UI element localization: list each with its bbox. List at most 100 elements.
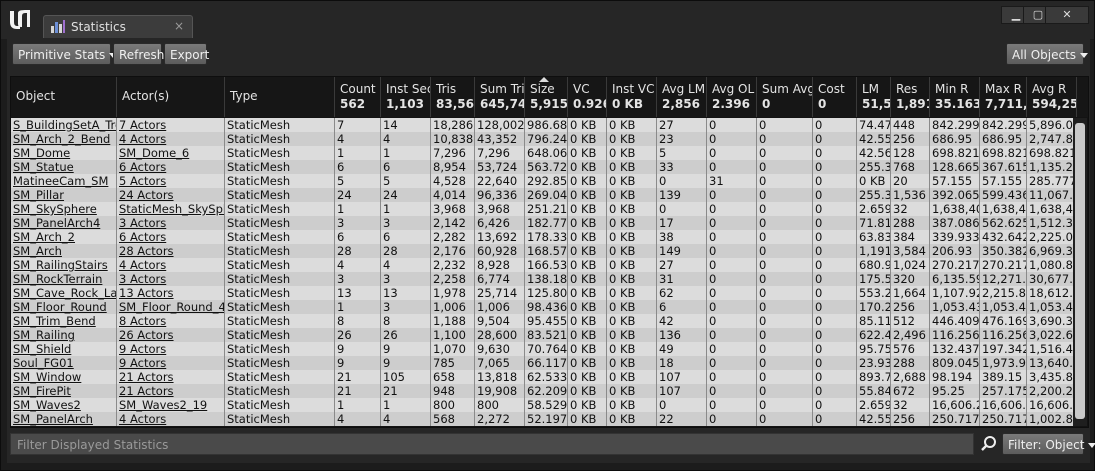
object-link[interactable]: S_BuildingSetA_Tree xyxy=(13,118,117,132)
object-link[interactable]: MatineeCam_SM xyxy=(11,174,117,188)
object-link[interactable]: SM_Trim_Bend xyxy=(11,314,117,328)
column-header-count[interactable]: Count 562 xyxy=(335,77,381,117)
object-link[interactable]: SM_Arch_2 xyxy=(11,230,117,244)
primitive-stats-dropdown[interactable]: Primitive Stats xyxy=(12,43,118,65)
actors-link[interactable]: 5 Actors xyxy=(117,174,225,188)
column-header-avg-ol[interactable]: Avg OL 2.396 xyxy=(707,77,757,117)
title-bar[interactable]: Statistics × ▁ ▢ ✕ xyxy=(1,1,1094,39)
column-header-inst-sec[interactable]: Inst Sec 1,103 xyxy=(381,77,431,117)
column-header-object[interactable]: Object xyxy=(11,77,117,117)
actors-link[interactable]: 3 Actors xyxy=(117,216,225,230)
table-row[interactable]: SM_PanelArch 4 Actors StaticMesh 4 4 568 2,272… xyxy=(11,412,1077,426)
table-row[interactable]: SM_RailingStairs 4 Actors StaticMesh 4 4 2,23… xyxy=(11,258,1077,272)
table-row[interactable]: SM_Pillar 24 Actors StaticMesh 24 24 4,014 96,… xyxy=(11,188,1077,202)
actors-link[interactable]: 6 Actors xyxy=(117,230,225,244)
object-link[interactable]: SM_FirePit xyxy=(11,384,117,398)
actors-link[interactable]: 3 Actors xyxy=(117,272,225,286)
table-row[interactable]: S_BuildingSetA_Tree7 ActorsStaticMesh714… xyxy=(11,118,1077,132)
actors-link[interactable]: StaticMesh_SkySphere xyxy=(117,202,225,216)
object-link[interactable]: SM_Pillar xyxy=(11,188,117,202)
all-objects-dropdown[interactable]: All Objects xyxy=(1006,43,1089,65)
export-button[interactable]: Export xyxy=(164,43,209,65)
table-row[interactable]: SM_Window 21 Actors StaticMesh 21 105 658 13,8… xyxy=(11,370,1077,384)
object-link[interactable]: SM_RockTerrain xyxy=(11,272,117,286)
table-row[interactable]: SM_SkySphereStaticMesh_SkySphereStaticMe… xyxy=(11,202,1077,216)
actors-link[interactable]: 6 Actors xyxy=(117,160,225,174)
table-row[interactable]: SM_Trim_Bend 8 Actors StaticMesh 8 8 1,188 9,5… xyxy=(11,314,1077,328)
close-window-button[interactable]: ✕ xyxy=(1045,6,1089,24)
column-header-avg-lm[interactable]: Avg LM 2,856 xyxy=(657,77,707,117)
table-row[interactable]: SM_Dome SM_Dome_6 StaticMesh 1 1 7,296 7,296 64… xyxy=(11,146,1077,160)
table-row[interactable]: SM_Waves2 SM_Waves2_19 StaticMesh 1 1 800 800 5… xyxy=(11,398,1077,412)
object-link[interactable]: SM_Railing xyxy=(11,328,117,342)
table-row[interactable]: SM_Arch_2 6 Actors StaticMesh 6 6 2,282 13,692… xyxy=(11,230,1077,244)
table-row[interactable]: MatineeCam_SM 5 Actors StaticMesh 5 5 4,528 22… xyxy=(11,174,1077,188)
actors-link[interactable]: 13 Actors xyxy=(117,286,225,300)
search-icon[interactable] xyxy=(980,435,998,453)
object-link[interactable]: SM_RailingStairs xyxy=(11,258,117,272)
table-row[interactable]: SM_Statue 6 Actors StaticMesh 6 6 8,954 53,724… xyxy=(11,160,1077,174)
table-row[interactable]: SM_Shield 9 Actors StaticMesh 9 9 1,070 9,630 7… xyxy=(11,342,1077,356)
column-header-inst-vc[interactable]: Inst VC 0 KB xyxy=(607,77,657,117)
object-link[interactable]: Soul_FG01 xyxy=(11,356,117,370)
filter-object-dropdown[interactable]: Filter: Object xyxy=(1002,433,1095,455)
table-row[interactable]: SM_Railing 26 Actors StaticMesh 26 26 1,100 28… xyxy=(11,328,1077,342)
table-row[interactable]: SM_Arch_2_Bend 4 Actors StaticMesh 4 4 10,838… xyxy=(11,132,1077,146)
column-header-type[interactable]: Type xyxy=(225,77,335,117)
column-header-sum-avg[interactable]: Sum Avg 0 xyxy=(757,77,813,117)
table-row[interactable]: SM_Floor_Round SM_Floor_Round_40 StaticMes… xyxy=(11,300,1077,314)
vertical-scrollbar[interactable] xyxy=(1073,118,1087,426)
column-header-tris[interactable]: Tris 83,56 xyxy=(431,77,475,117)
filter-input[interactable]: Filter Displayed Statistics xyxy=(10,433,974,455)
actors-link[interactable]: 4 Actors xyxy=(117,132,225,146)
object-link[interactable]: SM_Statue xyxy=(11,160,117,174)
actors-link[interactable]: 21 Actors xyxy=(117,370,225,384)
object-link[interactable]: SM_PanelArch xyxy=(11,412,117,426)
column-header-cost[interactable]: Cost 0 xyxy=(813,77,857,117)
actors-link[interactable]: 7 Actors xyxy=(117,118,225,132)
actors-link[interactable]: SM_Waves2_19 xyxy=(117,398,225,412)
actors-link[interactable]: 9 Actors xyxy=(117,356,225,370)
object-link[interactable]: SM_Window xyxy=(11,370,117,384)
object-link[interactable]: SM_Waves2 xyxy=(11,398,117,412)
object-link[interactable]: SM_Arch_2_Bend xyxy=(11,132,117,146)
actors-link[interactable]: 28 Actors xyxy=(117,244,225,258)
scrollbar-thumb[interactable] xyxy=(1075,123,1085,419)
actors-link[interactable]: 24 Actors xyxy=(117,188,225,202)
table-row[interactable]: SM_Cave_Rock_Large13 ActorsStaticMesh131… xyxy=(11,286,1077,300)
column-header-actor-s-[interactable]: Actor(s) xyxy=(117,77,225,117)
actors-link[interactable]: SM_Dome_6 xyxy=(117,146,225,160)
tab-close-icon[interactable]: × xyxy=(173,19,184,33)
actors-link[interactable]: 4 Actors xyxy=(117,258,225,272)
column-header-max-r[interactable]: Max R7,711,8 xyxy=(980,77,1027,117)
column-header-sum-tris[interactable]: Sum Tris645,747 xyxy=(475,77,525,117)
table-row[interactable]: Soul_FG01 9 Actors StaticMesh 9 9 785 7,065 66.… xyxy=(11,356,1077,370)
refresh-button[interactable]: Refresh xyxy=(113,43,164,65)
actors-link[interactable]: 8 Actors xyxy=(117,314,225,328)
actors-link[interactable]: SM_Floor_Round_40 xyxy=(119,300,225,314)
table-row[interactable]: SM_FirePit 21 Actors StaticMesh 21 21 948 19,9… xyxy=(11,384,1077,398)
column-header-min-r[interactable]: Min R 35.163 xyxy=(930,77,980,117)
object-link[interactable]: SM_Dome xyxy=(11,146,117,160)
table-cell: 0 KB xyxy=(607,356,657,370)
actors-link[interactable]: 9 Actors xyxy=(117,342,225,356)
table-cell: 13,818 xyxy=(475,370,525,384)
object-link[interactable]: SM_SkySphere xyxy=(11,202,117,216)
tab-statistics[interactable]: Statistics × xyxy=(43,15,193,38)
actors-link[interactable]: 4 Actors xyxy=(117,412,225,426)
object-link[interactable]: SM_Shield xyxy=(11,342,117,356)
object-link[interactable]: SM_Arch xyxy=(11,244,117,258)
table-row[interactable]: SM_Arch 28 Actors StaticMesh 28 28 2,176 60,92… xyxy=(11,244,1077,258)
object-link[interactable]: SM_Floor_Round xyxy=(11,300,117,314)
table-row[interactable]: SM_PanelArch4 3 Actors StaticMesh 3 3 2,142 6,… xyxy=(11,216,1077,230)
actors-link[interactable]: 26 Actors xyxy=(117,328,225,342)
object-link[interactable]: SM_Cave_Rock_Large xyxy=(13,286,117,300)
table-row[interactable]: SM_RockTerrain 3 Actors StaticMesh 3 3 2,258 6… xyxy=(11,272,1077,286)
object-link[interactable]: SM_PanelArch4 xyxy=(11,216,117,230)
column-header-vc[interactable]: VC0.926 xyxy=(568,77,607,117)
column-header-avg-r[interactable]: Avg R 594,25 xyxy=(1027,77,1077,117)
actors-link[interactable]: 21 Actors xyxy=(117,384,225,398)
